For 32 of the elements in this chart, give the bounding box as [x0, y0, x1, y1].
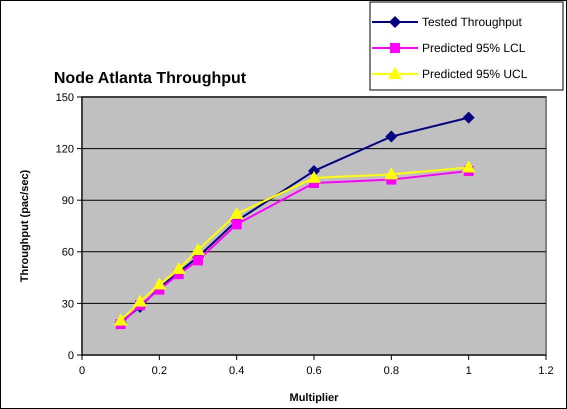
- point: [230, 206, 244, 219]
- point: [114, 314, 128, 326]
- y-tick-label: 30: [62, 298, 74, 310]
- point: [384, 167, 398, 180]
- chart-title: Node Atlanta Throughput: [54, 70, 247, 87]
- point: [232, 219, 242, 230]
- x-tick-label: 0.6: [306, 365, 322, 377]
- x-tick-label: 0.4: [229, 365, 244, 377]
- y-tick-label: 60: [62, 246, 74, 259]
- x-tick-label: 0.2: [152, 365, 167, 377]
- point: [385, 130, 398, 143]
- legend-label: Predicted 95% LCL: [422, 41, 526, 56]
- point: [462, 160, 476, 173]
- y-axis-title: Throughput (pac/sec): [19, 169, 31, 282]
- x-axis-title: Multiplier: [290, 392, 340, 404]
- legend-label: Predicted 95% UCL: [422, 67, 528, 82]
- y-tick-label: 120: [56, 143, 74, 156]
- point: [193, 255, 203, 266]
- point: [191, 243, 205, 256]
- point: [152, 277, 166, 290]
- legend-label: Tested Throughput: [422, 15, 523, 30]
- point: [307, 170, 321, 183]
- x-tick-label: 1: [466, 365, 472, 377]
- y-tick-label: 0: [68, 350, 74, 362]
- x-tick-label: 0: [78, 365, 86, 377]
- x-tick-label: 0.8: [384, 365, 399, 377]
- y-tick-label: 150: [56, 92, 74, 104]
- y-tick-label: 90: [62, 195, 74, 208]
- point: [172, 262, 186, 274]
- point: [133, 294, 147, 307]
- point: [462, 112, 475, 124]
- x-tick-label: 1.2: [538, 365, 554, 377]
